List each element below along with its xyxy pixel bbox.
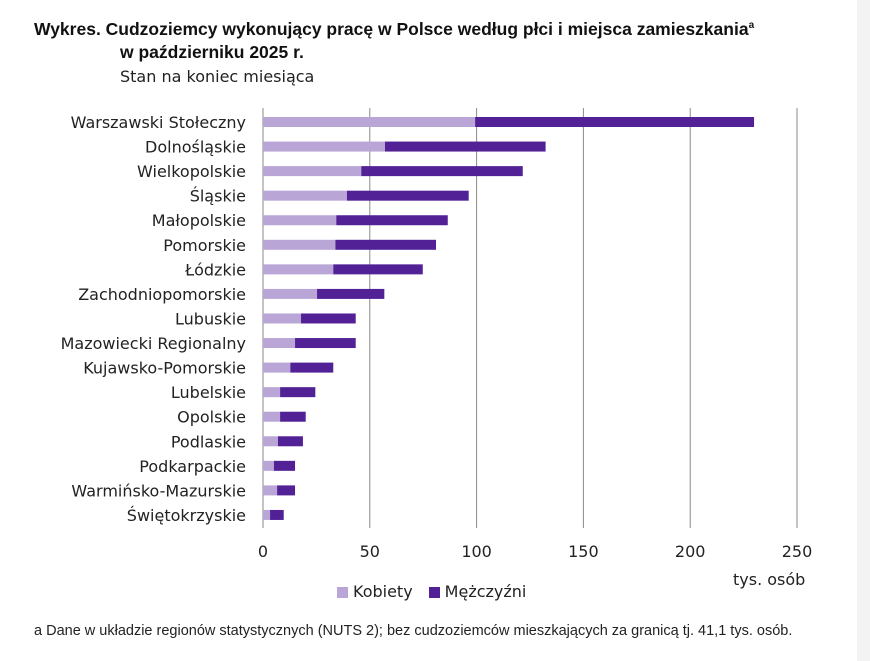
chart-title: Wykres. Cudzoziemcy wykonujący pracę w P… [34,19,754,40]
scroll-strip [857,0,870,661]
x-tick-label: 100 [461,542,492,561]
chart-subtitle: Stan na koniec miesiąca [120,67,315,86]
legend-swatch-mezczyzni [428,587,440,598]
bar-kobiety [263,166,362,177]
legend-label-mezczyzni: Mężczyźni [444,582,527,601]
bar-mezczyzni [346,190,469,201]
legend-item-kobiety: Kobiety [337,582,413,601]
legend: Kobiety Mężczyźni [337,582,526,601]
bar-mezczyzni [273,460,296,471]
bar-kobiety [263,264,334,275]
x-axis-unit: tys. osób [733,570,806,589]
bar-mezczyzni [361,166,523,177]
category-label: Śląskie [190,187,246,206]
category-label: Zachodniopomorskie [78,285,246,304]
bar-kobiety [263,190,347,201]
bar-kobiety [263,436,278,447]
bar-kobiety [263,411,281,422]
bar-mezczyzni [290,362,334,373]
category-label: Świętokrzyskie [127,506,246,525]
x-tick-label: 50 [360,542,380,561]
category-label: Małopolskie [152,211,246,230]
category-label: Mazowiecki Regionalny [61,334,246,353]
bar-kobiety [263,485,278,496]
bar-kobiety [263,313,302,324]
category-label: Wielkopolskie [137,162,246,181]
bar-kobiety [263,362,291,373]
chart-title-line-2: w październiku 2025 r. [120,42,304,62]
bar-mezczyzni [270,509,284,520]
legend-label-kobiety: Kobiety [353,582,413,601]
bar-kobiety [263,239,336,250]
category-label: Pomorskie [163,236,246,255]
x-tick-label: 250 [782,542,813,561]
bar-kobiety [263,141,385,152]
bar-mezczyzni [277,485,296,496]
title-line-1: Wykres. Cudzoziemcy wykonujący pracę w P… [34,19,749,39]
bar-mezczyzni [301,313,356,324]
bar-mezczyzni [475,117,755,127]
bar-mezczyzni [280,411,306,422]
legend-swatch-kobiety [337,587,348,598]
category-label: Kujawsko-Pomorskie [83,359,246,378]
x-tick-label: 0 [258,542,268,561]
category-label: Lubelskie [171,383,246,402]
x-tick-label: 150 [568,542,599,561]
bar-kobiety [263,460,274,471]
bar-kobiety [263,215,337,226]
category-label: Lubuskie [175,309,246,328]
category-label: Podlaskie [171,432,246,451]
bar-mezczyzni [336,215,448,226]
bar-mezczyzni [335,239,437,250]
bar-kobiety [263,387,281,398]
bar-mezczyzni [333,264,423,275]
bar-mezczyzni [384,141,546,152]
bar-mezczyzni [280,387,316,398]
category-label: Warszawski Stołeczny [71,113,246,132]
x-tick-label: 200 [675,542,706,561]
bar-mezczyzni [317,288,385,299]
bar-mezczyzni [277,436,303,447]
title-footnote-mark: a [748,20,755,32]
legend-item-mezczyzni: Mężczyźni [428,582,527,601]
category-label: Podkarpackie [139,457,246,476]
bar-kobiety [263,117,476,127]
bar-kobiety [263,288,318,299]
category-label: Warmińsko-Mazurskie [71,481,246,500]
bar-kobiety [263,338,296,349]
category-label: Opolskie [177,408,246,427]
category-label: Łódzkie [184,260,246,279]
bar-mezczyzni [295,338,356,349]
category-label: Dolnośląskie [145,138,246,157]
footnote: a Dane w układzie regionów statystycznyc… [34,623,793,639]
bar-kobiety [263,509,271,520]
